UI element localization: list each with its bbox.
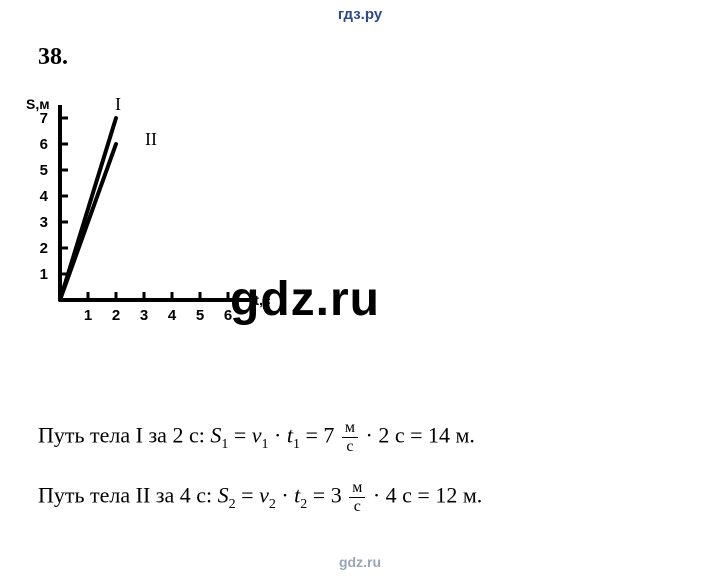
svg-text:S,м: S,м (26, 96, 50, 112)
sol2-fd: с (349, 498, 365, 515)
sol2-tsub: 2 (300, 497, 307, 512)
svg-text:5: 5 (40, 162, 48, 179)
svg-text:3: 3 (140, 307, 148, 324)
svg-text:3: 3 (40, 214, 48, 231)
svg-text:1: 1 (84, 307, 92, 324)
sol1-S: S (210, 423, 221, 448)
svg-text:2: 2 (40, 240, 48, 257)
sol2-eq2: = 3 (313, 483, 347, 508)
svg-text:1: 1 (40, 266, 48, 283)
svg-text:I: I (115, 94, 121, 114)
solution-line-2: Путь тела II за 4 с: S2 = v2 · t2 = 3 мс… (38, 480, 482, 515)
sol1-fd: с (342, 438, 358, 455)
sol2-prefix: Путь тела II за 4 с: (38, 483, 218, 508)
svg-text:4: 4 (40, 188, 49, 205)
svg-text:4: 4 (168, 307, 177, 324)
sol1-frac: мс (342, 420, 358, 455)
sol1-dot: · (274, 423, 287, 448)
sol2-vsub: 2 (269, 497, 276, 512)
sol2-dot: · (281, 483, 294, 508)
svg-text:II: II (145, 129, 157, 149)
sol2-tail: · 4 с = 12 м. (373, 483, 482, 508)
sol1-vsub: 1 (262, 437, 269, 452)
sol1-fn: м (342, 420, 358, 438)
watermark-footer: gdz.ru (0, 554, 720, 570)
svg-text:7: 7 (40, 110, 48, 127)
sol1-eq2: = 7 (305, 423, 339, 448)
problem-number: 38. (38, 44, 68, 71)
sol2-Ssub: 2 (229, 497, 236, 512)
solution-line-1: Путь тела I за 2 с: S1 = v1 · t1 = 7 мс … (38, 420, 475, 455)
site-header: гдз.ру (0, 0, 720, 23)
sol2-v: v (259, 483, 269, 508)
sol1-Ssub: 1 (221, 437, 228, 452)
sol1-eq: = (234, 423, 252, 448)
sol2-eq: = (241, 483, 259, 508)
sol1-prefix: Путь тела I за 2 с: (38, 423, 210, 448)
svg-text:6: 6 (40, 136, 48, 153)
svg-text:5: 5 (196, 307, 204, 324)
sol2-fn: м (349, 480, 365, 498)
svg-text:2: 2 (112, 307, 120, 324)
sol1-v: v (252, 423, 262, 448)
sol1-tsub: 1 (293, 437, 300, 452)
watermark-center: gdz.ru (230, 272, 380, 327)
sol2-S: S (218, 483, 229, 508)
sol1-tail: · 2 с = 14 м. (366, 423, 475, 448)
sol2-frac: мс (349, 480, 365, 515)
